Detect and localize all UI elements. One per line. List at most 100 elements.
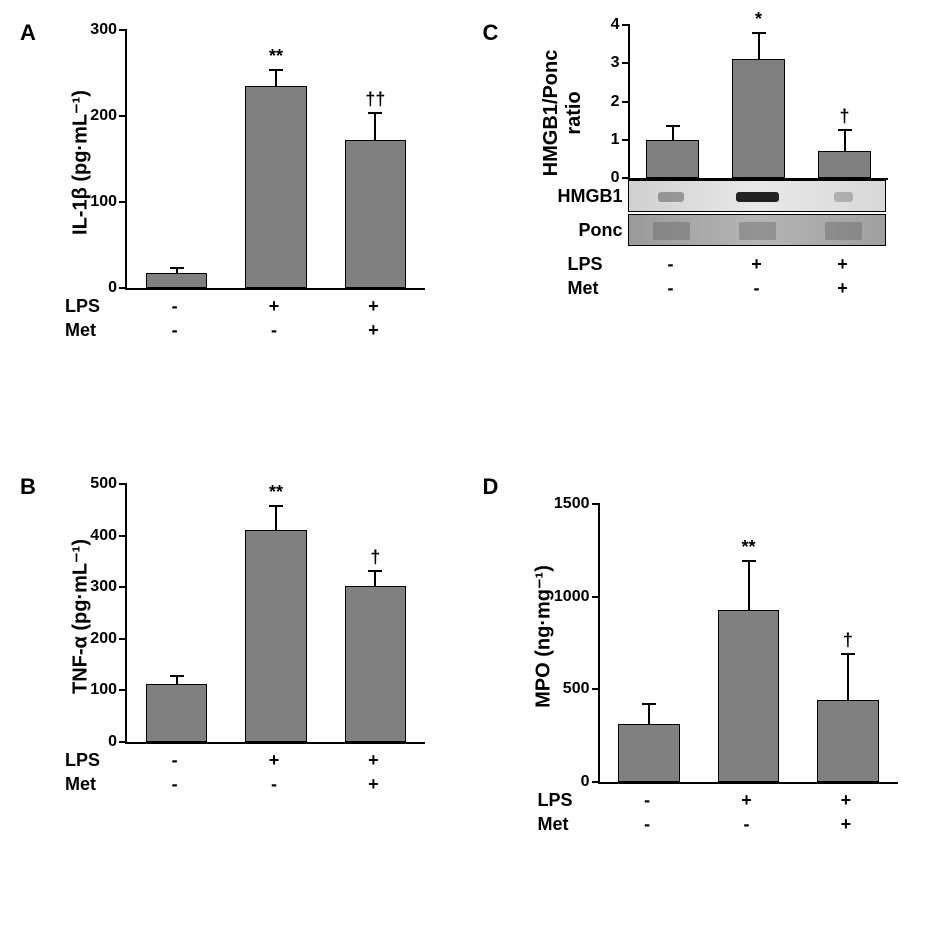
error-bar [374, 571, 376, 586]
x-cell: + [269, 296, 280, 317]
sig-marker: ** [741, 537, 755, 558]
x-cell: - [644, 814, 650, 835]
bar [245, 530, 307, 742]
y-tick-label: 500 [90, 475, 127, 493]
figure-grid: A IL-1β (pg·mL⁻¹) 0100200300**†† LPS-++M… [20, 20, 925, 908]
error-cap [170, 675, 184, 677]
x-row-label: LPS [65, 750, 100, 771]
y-tick-label: 1000 [554, 588, 600, 606]
x-cell: - [172, 774, 178, 795]
error-bar [374, 113, 376, 141]
y-tick-label: 0 [108, 279, 127, 297]
error-cap [269, 505, 283, 507]
x-cell: - [271, 774, 277, 795]
blot-row-label: Ponc [543, 220, 623, 241]
bar [618, 724, 680, 782]
x-cell: - [644, 790, 650, 811]
error-bar [275, 506, 277, 531]
panel-D-ylabel: MPO (ng·mg⁻¹) [530, 537, 555, 737]
error-cap [269, 69, 283, 71]
panel-D-label: D [483, 474, 499, 500]
blot-band [653, 222, 691, 240]
panel-C-chart: 01234*† [628, 25, 888, 180]
panel-C: C HMGB1/Ponc ratio 01234*† HMGB1 Ponc LPS… [483, 20, 926, 454]
panel-A-ylabel: IL-1β (pg·mL⁻¹) [68, 63, 93, 263]
sig-marker: † [370, 547, 380, 568]
blot-band [658, 192, 684, 202]
panel-A: A IL-1β (pg·mL⁻¹) 0100200300**†† LPS-++M… [20, 20, 463, 454]
y-tick-label: 300 [90, 578, 127, 596]
error-bar [672, 126, 674, 139]
error-cap [838, 129, 852, 131]
error-bar [275, 70, 277, 85]
bar [245, 86, 307, 288]
x-row-label: LPS [65, 296, 100, 317]
x-cell: - [668, 254, 674, 275]
sig-marker: † [839, 106, 849, 127]
x-cell: + [368, 750, 379, 771]
error-cap [368, 570, 382, 572]
error-bar [847, 654, 849, 699]
bar [817, 700, 879, 782]
x-cell: + [841, 814, 852, 835]
x-cell: + [368, 320, 379, 341]
sig-marker: †† [365, 89, 385, 110]
y-tick-label: 100 [90, 193, 127, 211]
blot-band [736, 192, 779, 202]
x-cell: - [668, 278, 674, 299]
x-cell: + [841, 790, 852, 811]
panel-D: D MPO (ng·mg⁻¹) 050010001500**† LPS-++Me… [483, 474, 926, 908]
bar [345, 586, 407, 742]
error-bar [176, 676, 178, 684]
panel-C-label: C [483, 20, 499, 46]
error-bar [748, 561, 750, 610]
panel-B-chart: 0100200300400500**† [125, 484, 425, 744]
error-bar [648, 704, 650, 723]
y-tick-label: 1 [611, 131, 630, 149]
x-cell: + [751, 254, 762, 275]
error-cap [841, 653, 855, 655]
sig-marker: † [843, 630, 853, 651]
x-cell: + [368, 774, 379, 795]
x-cell: - [271, 320, 277, 341]
sig-marker: * [755, 9, 762, 30]
panel-B-label: B [20, 474, 36, 500]
y-tick-label: 400 [90, 527, 127, 545]
blot-band [825, 222, 863, 240]
x-cell: - [172, 750, 178, 771]
error-bar [758, 33, 760, 59]
bar [718, 610, 780, 782]
blot-strip [628, 214, 886, 246]
x-row-label: LPS [568, 254, 603, 275]
x-cell: + [837, 278, 848, 299]
bar [732, 59, 785, 178]
x-cell: - [754, 278, 760, 299]
y-tick-label: 0 [108, 733, 127, 751]
y-tick-label: 2 [611, 93, 630, 111]
y-tick-label: 200 [90, 630, 127, 648]
x-row-label: Met [538, 814, 569, 835]
x-row-label: Met [65, 320, 96, 341]
x-cell: + [837, 254, 848, 275]
x-cell: + [741, 790, 752, 811]
y-tick-label: 3 [611, 54, 630, 72]
x-cell: - [744, 814, 750, 835]
y-tick-label: 100 [90, 681, 127, 699]
error-cap [742, 560, 756, 562]
panel-D-chart: 050010001500**† [598, 504, 898, 784]
x-row-label: LPS [538, 790, 573, 811]
error-bar [844, 130, 846, 151]
y-tick-label: 0 [581, 773, 600, 791]
sig-marker: ** [269, 46, 283, 67]
bar [146, 273, 208, 288]
y-tick-label: 500 [563, 680, 600, 698]
y-tick-label: 300 [90, 21, 127, 39]
panel-B-ylabel: TNF-α (pg·mL⁻¹) [68, 517, 93, 717]
panel-A-label: A [20, 20, 36, 46]
x-cell: + [368, 296, 379, 317]
panel-C-ylabel: HMGB1/Ponc ratio [540, 23, 586, 203]
blot-strip [628, 180, 886, 212]
y-tick-label: 4 [611, 16, 630, 34]
bar [646, 140, 699, 178]
blot-row-label: HMGB1 [543, 186, 623, 207]
